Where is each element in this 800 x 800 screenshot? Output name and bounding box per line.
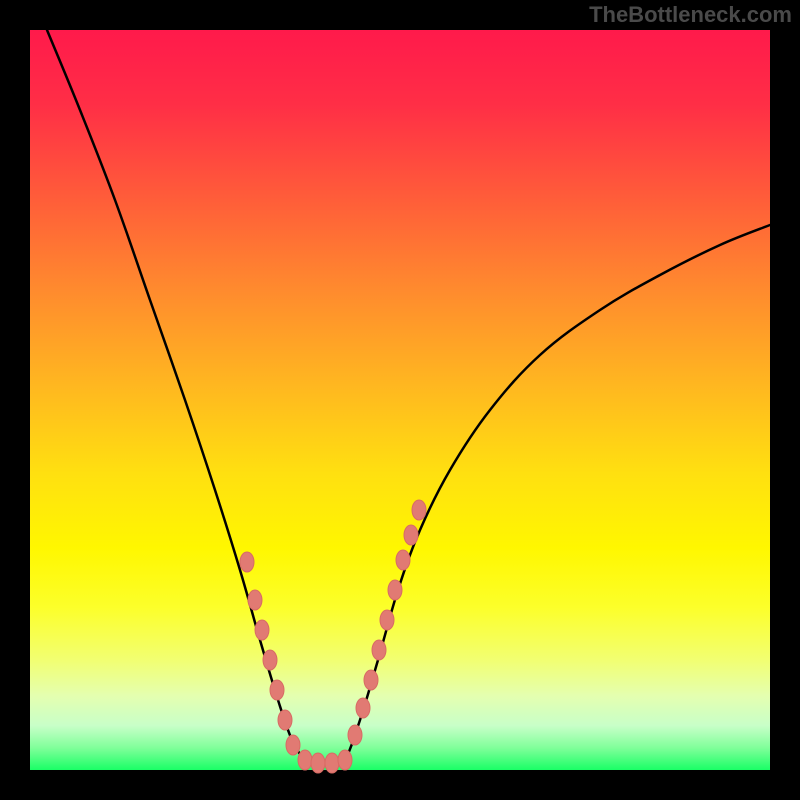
curve-marker bbox=[356, 698, 370, 718]
curve-marker bbox=[388, 580, 402, 600]
watermark-text: TheBottleneck.com bbox=[589, 2, 792, 28]
curve-marker bbox=[298, 750, 312, 770]
curve-marker bbox=[404, 525, 418, 545]
curve-marker bbox=[364, 670, 378, 690]
curve-marker bbox=[240, 552, 254, 572]
curve-marker bbox=[412, 500, 426, 520]
curve-marker bbox=[278, 710, 292, 730]
curve-marker bbox=[270, 680, 284, 700]
curve-marker bbox=[338, 750, 352, 770]
curve-marker bbox=[372, 640, 386, 660]
curve-marker bbox=[263, 650, 277, 670]
curve-marker bbox=[248, 590, 262, 610]
chart-frame: TheBottleneck.com bbox=[0, 0, 800, 800]
bottleneck-chart-svg bbox=[0, 0, 800, 800]
curve-marker bbox=[286, 735, 300, 755]
curve-marker bbox=[348, 725, 362, 745]
curve-marker bbox=[255, 620, 269, 640]
curve-marker bbox=[311, 753, 325, 773]
curve-marker bbox=[396, 550, 410, 570]
plot-background bbox=[30, 30, 770, 770]
curve-marker bbox=[380, 610, 394, 630]
curve-marker bbox=[325, 753, 339, 773]
